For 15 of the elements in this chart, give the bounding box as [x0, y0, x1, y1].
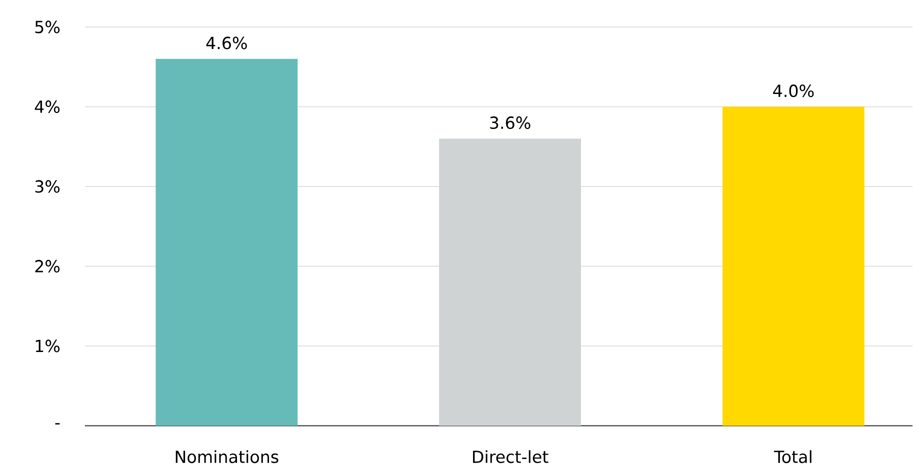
data-label: 4.0%	[773, 84, 814, 98]
y-tick-label: 1%	[36, 340, 60, 352]
y-tick-label: 3%	[35, 180, 60, 193]
y-tick-label: 5%	[35, 20, 60, 34]
bar	[156, 59, 298, 426]
x-tick-label: Direct-let	[473, 450, 548, 464]
bar	[722, 106, 864, 426]
data-label: 3.6%	[490, 116, 530, 130]
x-tick-label: Nominations	[176, 450, 278, 464]
data-label: 4.6%	[206, 36, 247, 50]
y-tick-label: 2%	[35, 260, 60, 273]
y-tick-label: 4%	[34, 100, 60, 114]
bar	[439, 138, 582, 426]
y-tick-label: -	[55, 423, 60, 425]
x-tick-label: Total	[774, 450, 812, 464]
